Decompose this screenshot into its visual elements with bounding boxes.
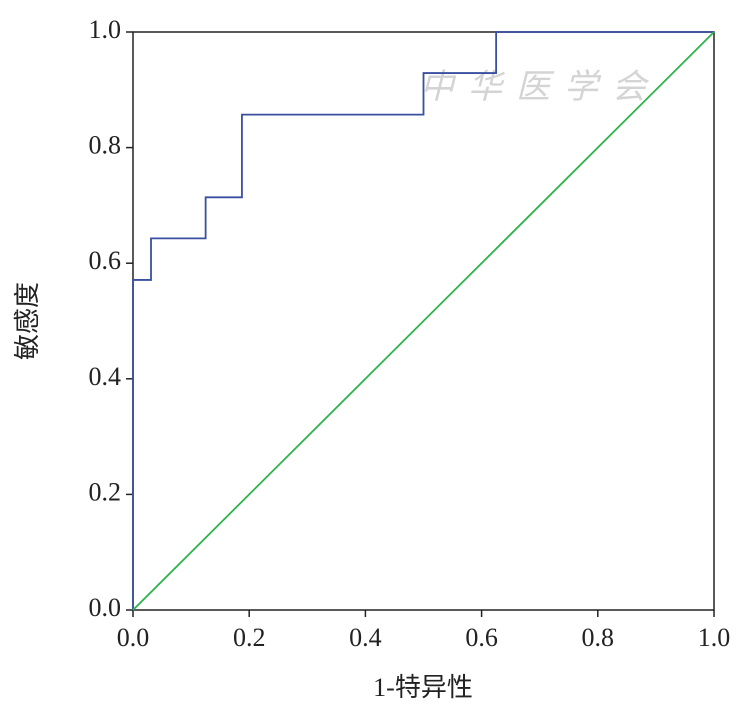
roc-line [132, 31, 715, 611]
x-tick-label: 1.0 [698, 623, 731, 652]
y-axis-label: 敏感度 [13, 282, 42, 360]
watermark: 中华医学会 [420, 69, 660, 106]
y-tick-label: 0.0 [89, 593, 122, 622]
x-tick-label: 0.0 [117, 623, 150, 652]
y-tick-label: 0.4 [89, 362, 122, 391]
x-tick-label: 0.8 [582, 623, 615, 652]
x-tick-label: 0.2 [233, 623, 266, 652]
x-tick-label: 0.4 [349, 623, 382, 652]
y-tick-label: 0.8 [89, 131, 122, 160]
y-tick-label: 0.6 [89, 246, 122, 275]
y-tick-label: 1.0 [89, 15, 122, 44]
x-tick-label: 0.6 [465, 623, 498, 652]
y-tick-label: 0.2 [89, 477, 122, 506]
roc-line [132, 31, 714, 610]
x-axis-label: 1-特异性 [373, 673, 473, 702]
